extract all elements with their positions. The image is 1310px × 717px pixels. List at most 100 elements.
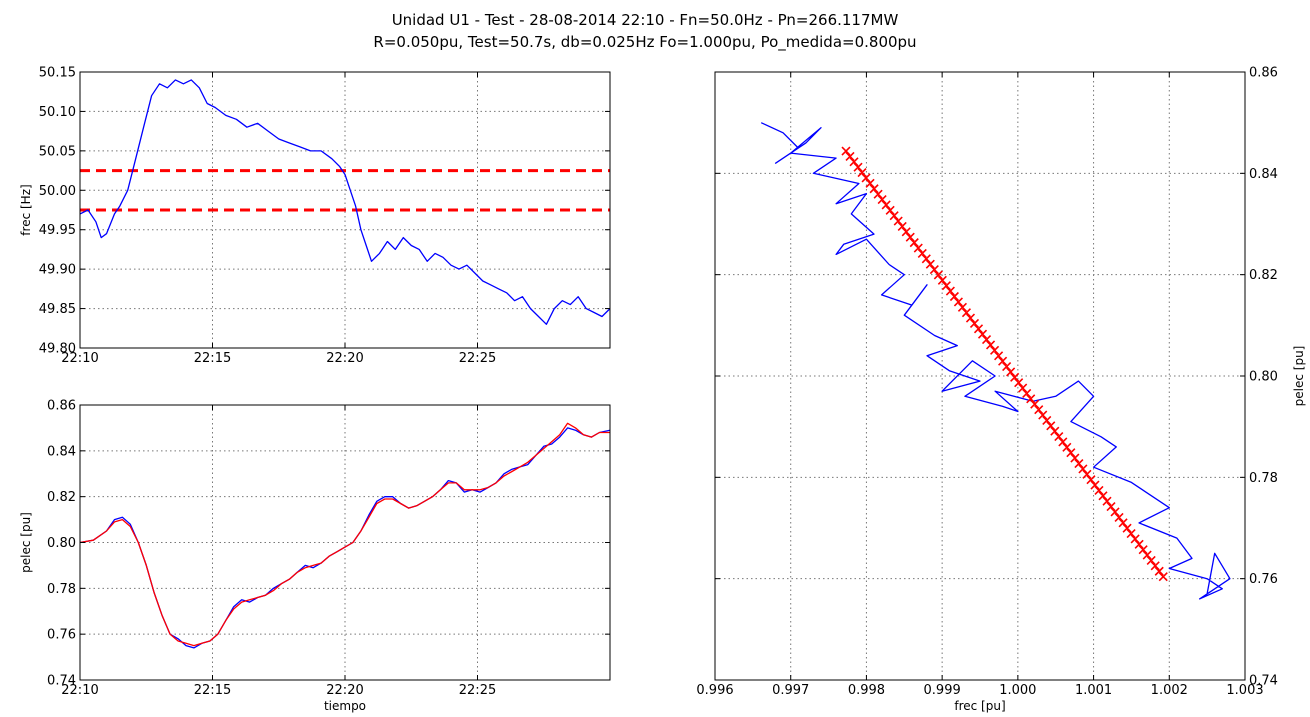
expected-point-marker [857, 168, 867, 178]
y-tick-label: 49.85 [39, 302, 76, 317]
expected-point-marker [994, 351, 1004, 361]
x-tick-label: 0.999 [924, 683, 961, 698]
expected-point-marker [1022, 388, 1032, 399]
y-tick-label: 0.76 [47, 628, 76, 643]
x-tick-label: 22:10 [61, 683, 98, 698]
expected-point-marker [929, 264, 939, 275]
expected-point-marker [1130, 534, 1140, 544]
expected-point-marker [1146, 555, 1156, 566]
y-tick-label: 0.74 [47, 674, 76, 689]
x-tick-label: 22:25 [459, 683, 496, 698]
expected-point-marker [957, 302, 968, 312]
expected-point-marker [913, 243, 923, 253]
figure-title-line2: R=0.050pu, Test=50.7s, db=0.025Hz Fo=1.0… [373, 33, 916, 52]
y-tick-label: 0.80 [1249, 370, 1278, 385]
expected-point-marker [1150, 561, 1160, 571]
y-tick-label: 0.78 [1249, 471, 1278, 486]
expected-point-marker [969, 318, 980, 329]
expected-point-marker [1038, 410, 1048, 420]
expected-point-marker [973, 324, 984, 334]
expected-point-marker [945, 286, 955, 296]
expected-point-marker [901, 227, 911, 237]
x-axis-label: tiempo [324, 699, 366, 713]
power-time-panel: 22:10 22:15 22:20 22:25 0.74 0.76 0.78 0.80 0.82… [19, 399, 611, 713]
expected-point-marker [1058, 437, 1068, 447]
expected-point-marker [865, 178, 875, 188]
expected-point-marker [1010, 372, 1020, 382]
expected-point-marker [1018, 383, 1028, 393]
expected-point-marker [889, 211, 899, 221]
x-axis-label: frec [pu] [954, 699, 1005, 713]
y-tick-label: 50.00 [39, 184, 76, 199]
expected-point-marker [1154, 566, 1164, 576]
expected-point-marker [1042, 415, 1052, 425]
expected-point-marker [869, 184, 879, 194]
expected-point-marker [1066, 448, 1076, 458]
expected-point-marker [933, 270, 943, 280]
x-tick-label: 22:20 [326, 683, 363, 698]
expected-point-marker [1110, 507, 1120, 517]
expected-point-marker [1014, 378, 1024, 388]
expected-point-marker [893, 216, 903, 226]
expected-point-marker [977, 329, 988, 339]
x-tick-label: 22:10 [61, 351, 98, 366]
y-axis-label: frec [Hz] [19, 184, 33, 235]
x-tick-label: 0.997 [772, 683, 809, 698]
y-axis-label: pelec [pu] [19, 512, 33, 573]
y-tick-label: 0.76 [1249, 572, 1278, 587]
expected-point-marker [1082, 469, 1092, 479]
expected-point-marker [861, 173, 871, 183]
expected-point-marker [941, 281, 951, 291]
y-tick-label: 0.86 [47, 399, 76, 414]
expected-point-marker [1106, 502, 1116, 512]
expected-point-marker [1114, 512, 1124, 522]
x-tick-label: 1.000 [999, 683, 1036, 698]
x-tick-label: 1.001 [1075, 683, 1112, 698]
y-tick-label: 50.15 [39, 66, 76, 81]
power-frequency-panel: 0.996 0.997 0.998 0.999 1.000 1.001 1.002 1.003… [696, 66, 1306, 714]
expected-point-marker [990, 345, 1000, 355]
y-tick-label: 0.82 [47, 490, 76, 505]
expected-point-marker [849, 157, 859, 167]
expected-point-marker [1138, 545, 1148, 555]
expected-point-marker [1158, 572, 1168, 582]
expected-point-marker [1026, 394, 1036, 404]
x-tick-label: 1.002 [1151, 683, 1188, 698]
y-axis-label: pelec [pu] [1292, 346, 1306, 407]
expected-point-marker [1006, 367, 1016, 377]
y-tick-label: 50.05 [39, 144, 76, 159]
expected-point-marker [1094, 485, 1104, 496]
figure-title-line1: Unidad U1 - Test - 28-08-2014 22:10 - Fn… [392, 11, 899, 29]
expected-point-marker [853, 162, 863, 172]
x-tick-label: 1.003 [1226, 683, 1263, 698]
expected-point-marker [1078, 464, 1088, 474]
expected-point-marker [1102, 496, 1112, 506]
x-tick-label: 0.998 [848, 683, 885, 698]
expected-point-marker [1054, 432, 1064, 442]
expected-point-marker [1074, 458, 1084, 469]
expected-point-marker [1142, 550, 1152, 560]
y-tick-label: 0.78 [47, 582, 76, 597]
expected-point-marker [841, 146, 851, 156]
expected-point-marker [925, 259, 935, 269]
expected-point-marker [897, 221, 907, 232]
expected-point-marker [1030, 399, 1040, 409]
y-tick-label: 0.80 [47, 536, 76, 551]
y-tick-label: 0.86 [1249, 66, 1278, 81]
expected-point-marker [1034, 405, 1044, 415]
y-tick-label: 0.74 [1249, 674, 1278, 689]
expected-point-marker [1046, 421, 1056, 431]
expected-point-marker [1090, 480, 1100, 490]
y-tick-label: 49.90 [39, 263, 76, 278]
expected-point-marker [905, 232, 915, 242]
expected-point-marker [873, 189, 883, 199]
y-tick-label: 49.80 [39, 342, 76, 357]
expected-point-marker [1086, 475, 1096, 485]
expected-point-marker [1118, 518, 1128, 528]
expected-point-marker [985, 340, 996, 350]
x-tick-label: 22:15 [194, 683, 231, 698]
y-tick-label: 0.84 [1249, 167, 1278, 182]
expected-point-marker [885, 205, 895, 215]
expected-point-marker [981, 335, 992, 345]
